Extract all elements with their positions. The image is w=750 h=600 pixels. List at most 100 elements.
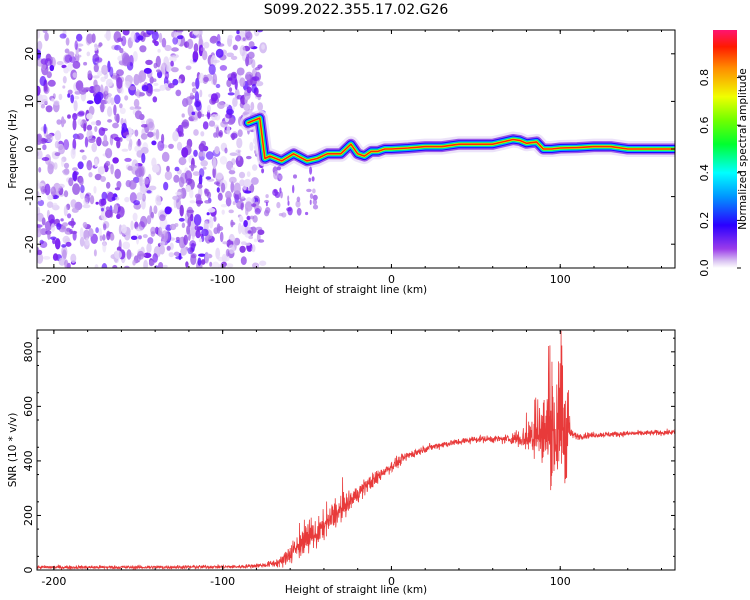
- noise-blob: [230, 55, 238, 61]
- noise-blob: [101, 64, 109, 75]
- noise-blob: [164, 83, 169, 88]
- noise-blob: [114, 196, 120, 201]
- noise-blob: [164, 44, 172, 52]
- noise-blob: [38, 167, 42, 173]
- noise-blob: [42, 30, 48, 34]
- noise-blob: [218, 130, 223, 138]
- noise-blob: [208, 64, 216, 75]
- noise-blob: [160, 62, 168, 75]
- noise-blob: [155, 194, 162, 206]
- noise-blob: [47, 79, 56, 87]
- noise-blob: [97, 166, 105, 175]
- noise-blob: [82, 221, 88, 229]
- noise-blob: [67, 114, 71, 119]
- noise-blob: [251, 177, 259, 185]
- noise-blob: [195, 77, 200, 90]
- noise-blob: [135, 226, 144, 232]
- noise-blob: [104, 85, 109, 95]
- noise-blob: [228, 244, 235, 254]
- noise-blob: [217, 192, 223, 201]
- noise-blob: [137, 35, 144, 41]
- noise-blob: [213, 227, 219, 235]
- noise-blob: [244, 96, 248, 106]
- noise-blob: [180, 247, 187, 256]
- noise-blob: [97, 70, 103, 77]
- noise-blob: [47, 230, 51, 240]
- noise-blob: [227, 92, 235, 96]
- noise-blob: [57, 183, 65, 189]
- noise-blob: [112, 122, 119, 129]
- ridge-scatter: [278, 174, 283, 180]
- noise-blob: [78, 176, 84, 186]
- noise-blob: [86, 113, 93, 120]
- noise-blob: [239, 179, 246, 187]
- noise-blob: [173, 251, 180, 256]
- noise-blob: [203, 76, 209, 82]
- noise-blob: [138, 235, 142, 240]
- noise-blob: [233, 182, 241, 195]
- ridge-scatter: [296, 207, 302, 216]
- noise-blob: [44, 33, 49, 42]
- noise-blob: [246, 155, 252, 160]
- noise-blob: [63, 190, 69, 198]
- noise-blob: [205, 151, 214, 160]
- signal-ridge: [240, 110, 675, 218]
- noise-blob: [58, 93, 63, 101]
- noise-blob: [219, 65, 228, 71]
- noise-blob: [237, 222, 242, 235]
- noise-blob: [261, 168, 265, 174]
- noise-blob: [196, 183, 203, 189]
- noise-blob: [225, 248, 230, 257]
- noise-blob: [146, 30, 154, 35]
- noise-blob: [214, 181, 220, 185]
- noise-blob: [116, 246, 122, 252]
- noise-blob: [121, 35, 127, 47]
- noise-blob: [251, 83, 257, 94]
- snr-ylabel: SNR (10 * v/v): [7, 413, 19, 488]
- noise-blob: [147, 131, 154, 138]
- noise-blob: [236, 137, 243, 149]
- noise-blob: [200, 47, 205, 52]
- ridge-scatter: [296, 196, 301, 203]
- noise-blob: [191, 81, 196, 87]
- noise-blob: [192, 50, 199, 62]
- noise-blob: [237, 150, 241, 161]
- noise-blob: [62, 76, 67, 84]
- noise-blob: [186, 225, 191, 235]
- noise-blob: [190, 253, 197, 259]
- noise-blob: [225, 190, 232, 200]
- noise-blob: [229, 236, 236, 242]
- noise-blob: [72, 118, 77, 131]
- noise-blob: [83, 61, 88, 66]
- noise-blob: [151, 31, 159, 41]
- noise-blob: [192, 171, 200, 177]
- noise-blob: [72, 113, 78, 121]
- ridge-scatter: [309, 193, 314, 200]
- colorbar-tick-label: 0.0: [698, 259, 711, 277]
- noise-blob: [77, 161, 84, 170]
- noise-blob: [214, 146, 220, 155]
- noise-blob: [191, 111, 196, 116]
- noise-blob: [62, 119, 67, 124]
- noise-blob: [255, 93, 262, 98]
- noise-blob: [176, 141, 183, 151]
- noise-blob: [212, 73, 218, 86]
- noise-blob: [72, 138, 77, 151]
- noise-blob: [41, 99, 48, 105]
- noise-blob: [232, 201, 236, 206]
- noise-blob: [174, 166, 180, 172]
- noise-blob: [242, 37, 246, 41]
- noise-blob: [124, 265, 130, 268]
- noise-blob: [114, 114, 120, 122]
- noise-blob: [193, 43, 199, 53]
- noise-blob: [178, 217, 185, 222]
- noise-blob: [40, 58, 48, 65]
- x-tick-label: -200: [41, 273, 66, 286]
- noise-blob: [151, 140, 157, 146]
- spectrogram-ylabel: Frequency (Hz): [7, 109, 19, 188]
- noise-blob: [106, 230, 111, 241]
- y-tick-label: 200: [22, 505, 35, 526]
